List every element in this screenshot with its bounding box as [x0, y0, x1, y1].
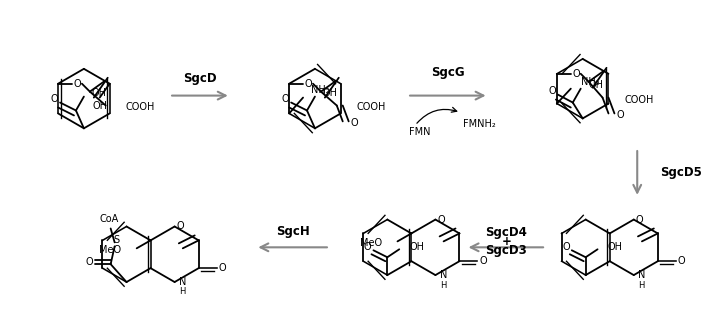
Text: OH: OH: [608, 242, 623, 252]
Text: O: O: [351, 118, 358, 128]
Text: OH: OH: [409, 242, 424, 252]
Text: NH₂: NH₂: [580, 77, 599, 87]
Text: MeO: MeO: [360, 238, 381, 248]
Text: COOH: COOH: [126, 103, 155, 113]
Text: H: H: [638, 280, 645, 289]
Text: O: O: [50, 94, 58, 104]
Text: O: O: [617, 111, 624, 121]
Text: O: O: [85, 257, 93, 267]
Text: O: O: [281, 94, 289, 104]
Text: O: O: [573, 69, 580, 79]
Text: OH: OH: [92, 88, 107, 98]
Text: MeO: MeO: [99, 245, 121, 255]
Text: O: O: [678, 256, 685, 266]
Text: O: O: [73, 79, 81, 89]
Text: O: O: [218, 263, 226, 273]
Text: +: +: [501, 235, 511, 248]
Text: O: O: [562, 242, 570, 252]
Text: O: O: [548, 86, 555, 96]
Text: O: O: [636, 214, 643, 224]
Text: OH: OH: [323, 88, 338, 98]
Text: FMNH₂: FMNH₂: [463, 119, 496, 129]
Text: O: O: [304, 79, 312, 89]
Text: O: O: [363, 242, 371, 252]
Text: SgcD: SgcD: [183, 72, 217, 85]
Text: OH: OH: [588, 80, 603, 90]
Text: N: N: [179, 277, 186, 287]
Text: NH₂: NH₂: [311, 85, 330, 95]
Text: COOH: COOH: [624, 95, 654, 105]
Text: O: O: [480, 256, 487, 266]
Text: S: S: [114, 235, 120, 245]
Text: OH: OH: [92, 101, 107, 111]
Text: H: H: [440, 280, 446, 289]
Text: N: N: [440, 270, 447, 280]
Text: O: O: [438, 214, 446, 224]
Text: SgcD4: SgcD4: [486, 226, 527, 239]
Text: N: N: [638, 270, 645, 280]
Text: O: O: [177, 221, 184, 231]
Text: H: H: [179, 287, 186, 296]
Text: FMN: FMN: [409, 127, 431, 137]
Text: SgcG: SgcG: [431, 66, 465, 79]
Text: SgcD5: SgcD5: [660, 166, 702, 179]
Text: SgcH: SgcH: [276, 225, 310, 238]
Text: CoA: CoA: [99, 213, 119, 223]
Text: SgcD3: SgcD3: [486, 244, 527, 257]
Text: COOH: COOH: [356, 103, 386, 113]
